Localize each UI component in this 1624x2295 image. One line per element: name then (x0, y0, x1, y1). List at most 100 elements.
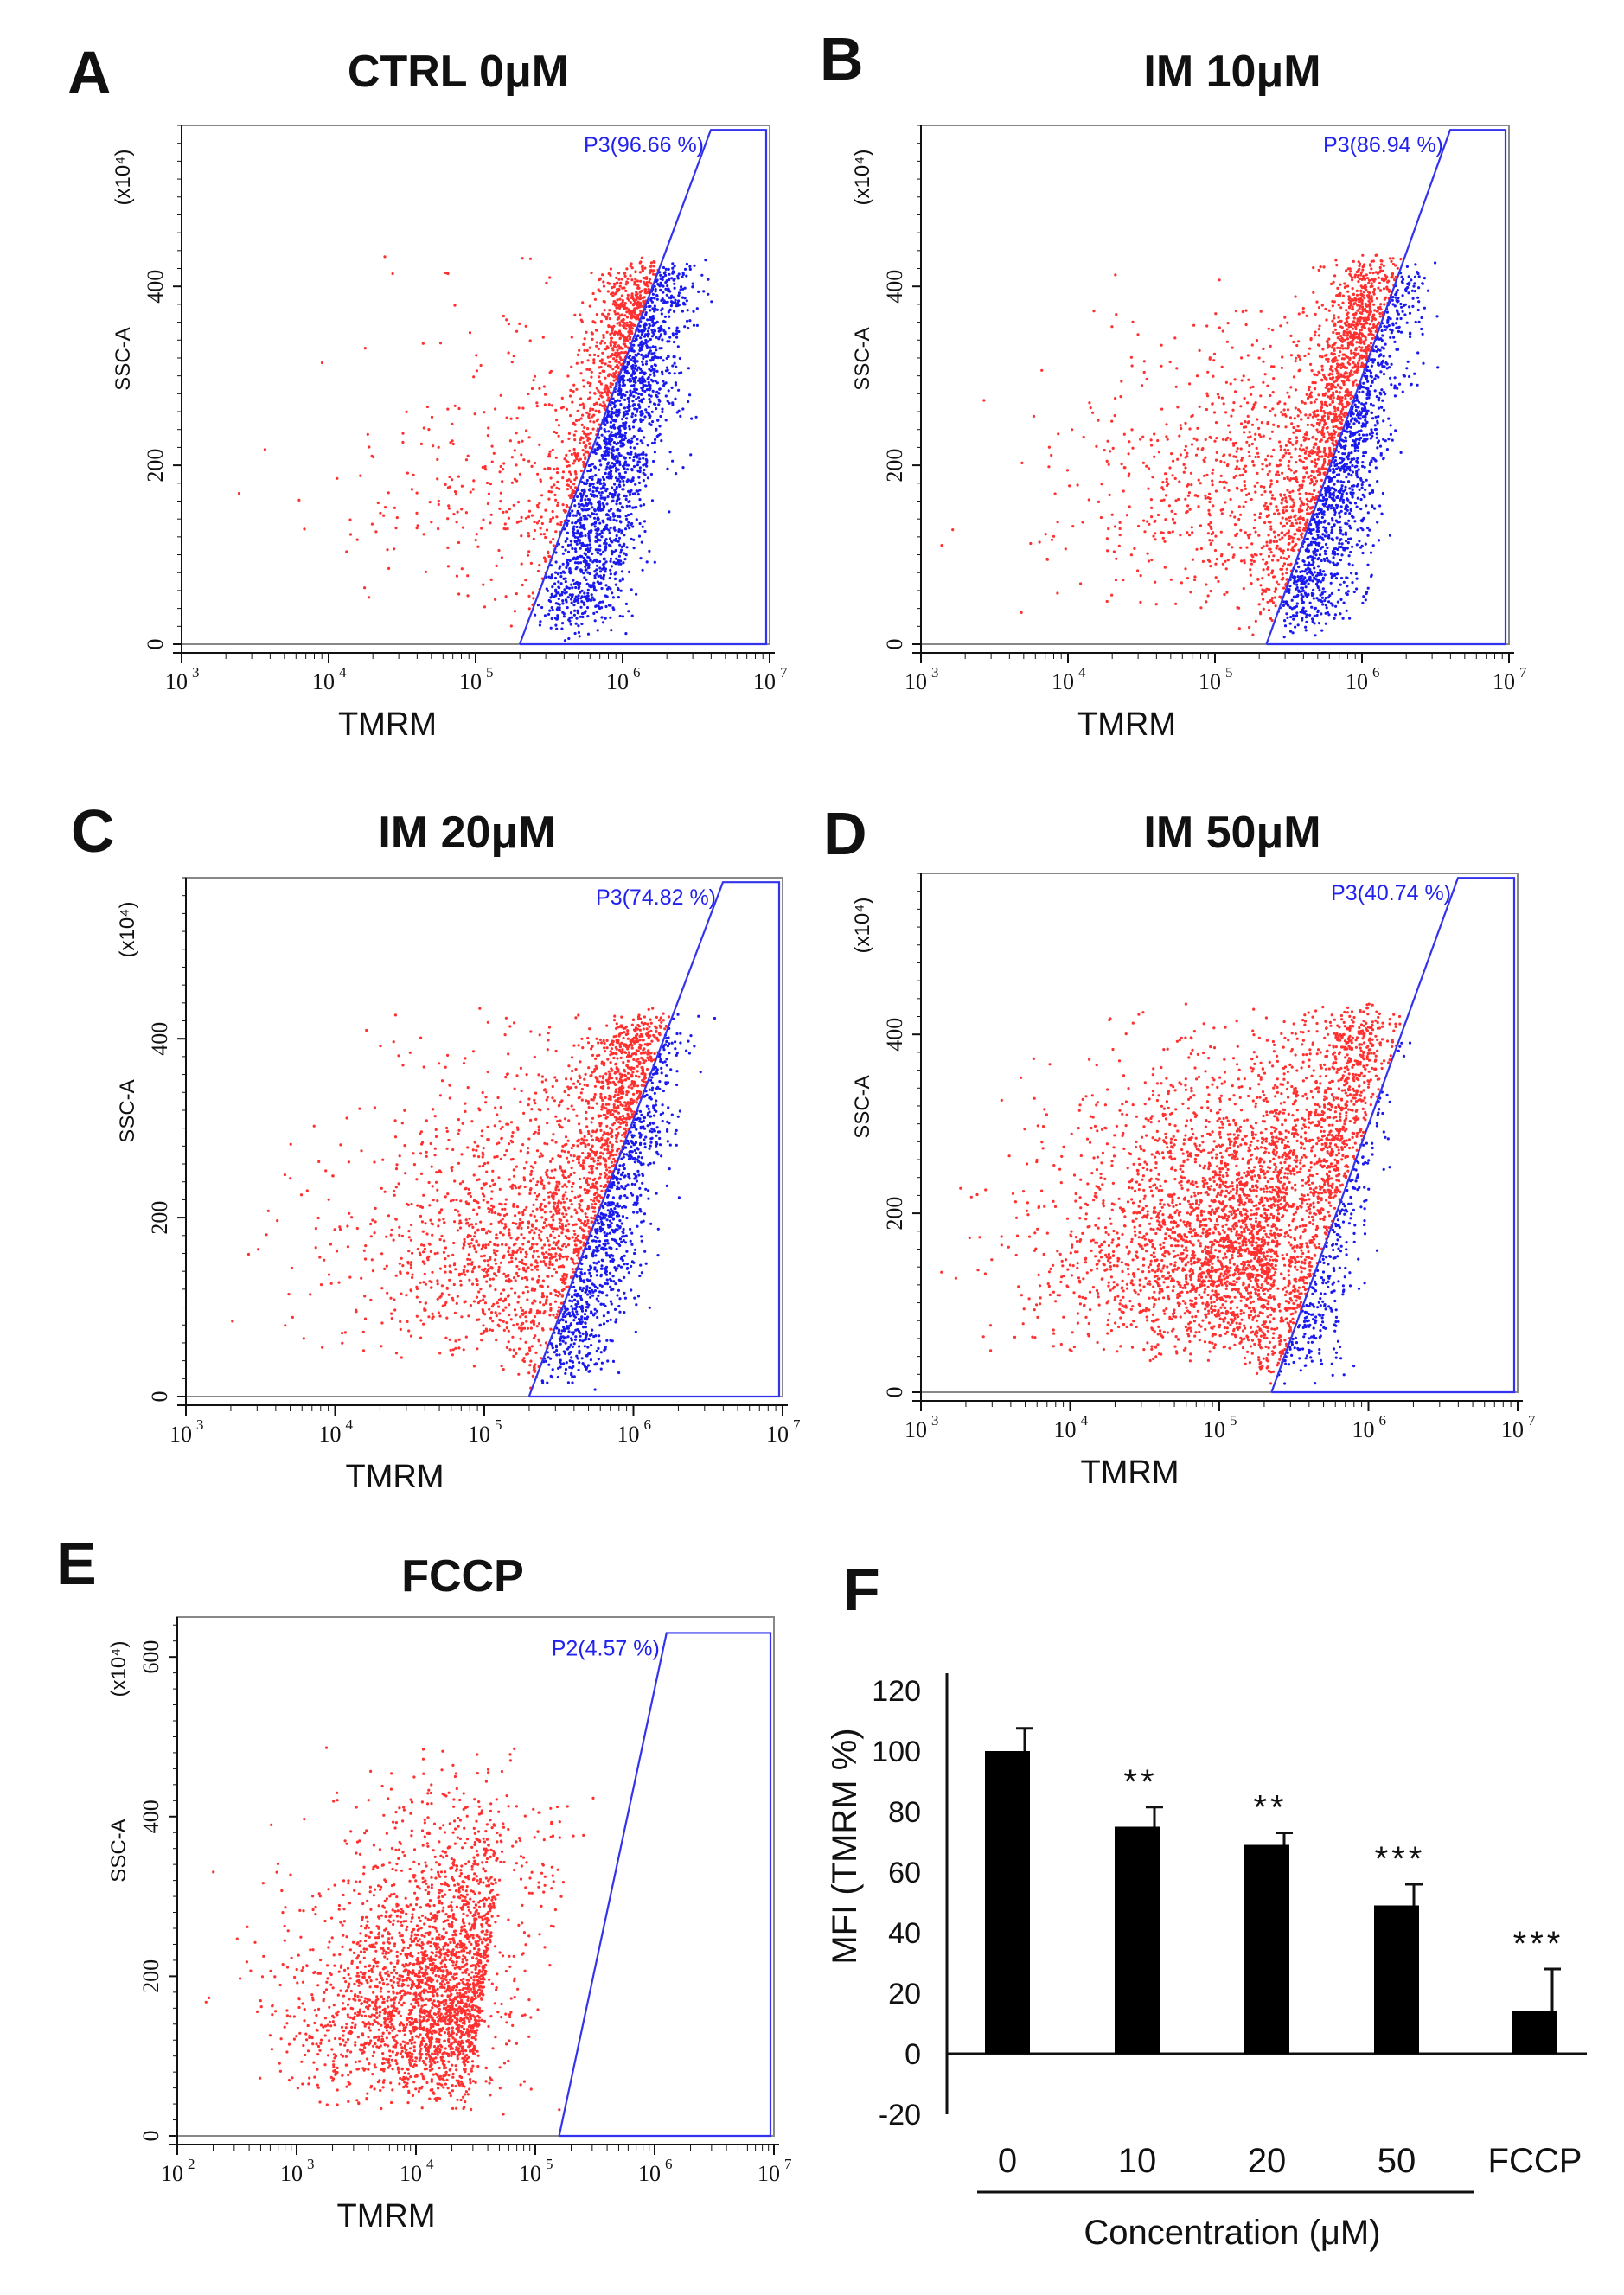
gated-event (613, 483, 617, 486)
gated-event (559, 565, 562, 568)
ungated-event (1293, 515, 1296, 519)
ungated-event (401, 432, 405, 435)
gated-event (622, 483, 626, 487)
ungated-event (597, 288, 600, 291)
x-tick-exponent: 3 (192, 664, 200, 681)
ungated-event (1346, 290, 1350, 293)
ungated-event (1354, 370, 1358, 374)
gated-event (1324, 542, 1328, 547)
gated-event (604, 449, 609, 452)
gate-outline (518, 129, 732, 645)
ungated-event (1356, 270, 1359, 273)
gated-event (574, 550, 578, 553)
gated-event (604, 496, 607, 500)
ungated-event (1366, 317, 1370, 322)
gated-event (1378, 363, 1381, 367)
gated-event (648, 368, 651, 371)
gated-event (671, 270, 675, 273)
gated-event (610, 417, 613, 420)
gated-event (1333, 573, 1337, 578)
gated-event (644, 354, 648, 357)
gated-event (1348, 487, 1352, 490)
ungated-event (623, 339, 626, 342)
ungated-event (1351, 373, 1354, 376)
ungated-event (549, 490, 553, 494)
ungated-event (1373, 309, 1377, 312)
ungated-event (637, 305, 641, 309)
ungated-event (580, 320, 584, 323)
gated-event (1374, 345, 1378, 348)
ungated-event (598, 380, 602, 384)
ungated-event (502, 527, 506, 531)
gated-event (611, 540, 614, 544)
ungated-event (609, 273, 612, 277)
gated-event (571, 521, 574, 525)
ungated-event (588, 396, 591, 400)
ungated-event (624, 289, 628, 292)
ungated-event (489, 483, 493, 486)
ungated-event (1346, 375, 1350, 379)
gated-event (612, 457, 616, 461)
ungated-event (576, 353, 580, 356)
gated-event (695, 307, 699, 310)
gated-event (1423, 277, 1426, 280)
ungated-event (581, 402, 585, 406)
y-tick-label: 200 (143, 449, 168, 483)
ungated-event (513, 477, 517, 481)
ungated-event (554, 530, 558, 534)
ungated-event (1347, 301, 1351, 304)
ungated-event (533, 461, 537, 465)
ungated-event (1338, 391, 1341, 394)
ungated-event (538, 564, 541, 567)
gated-event (598, 574, 603, 578)
gated-event (649, 297, 654, 300)
ungated-event (1340, 396, 1344, 400)
gated-event (1289, 630, 1293, 633)
gated-event (624, 515, 628, 518)
ungated-event (630, 262, 633, 265)
gated-event (640, 410, 643, 413)
gated-event (628, 527, 631, 530)
gated-event (629, 523, 633, 527)
ungated-event (521, 583, 524, 587)
gated-event (583, 611, 586, 615)
gated-event (625, 417, 629, 420)
ungated-event (607, 282, 611, 285)
ungated-event (348, 518, 352, 521)
gated-event (572, 530, 575, 534)
gated-event (604, 538, 608, 541)
ungated-event (606, 290, 610, 293)
gated-event (576, 529, 579, 533)
gated-event (668, 296, 671, 299)
gated-event (1320, 536, 1324, 540)
ungated-event (461, 526, 465, 529)
gated-event (596, 508, 599, 511)
ungated-event (457, 475, 461, 478)
gated-event (632, 383, 636, 387)
ungated-event (1298, 454, 1301, 458)
gated-event (573, 547, 578, 551)
gated-event (1333, 483, 1336, 486)
gated-event (587, 536, 591, 540)
gated-event (1291, 614, 1295, 617)
gated-event (561, 552, 566, 555)
ungated-event (581, 430, 585, 433)
gated-event (1332, 492, 1335, 496)
ungated-event (582, 453, 585, 457)
gated-event (1343, 546, 1346, 550)
gated-event (671, 332, 675, 336)
gated-event (628, 456, 632, 460)
ungated-event (596, 418, 600, 421)
ungated-event (1359, 289, 1363, 292)
ungated-event (1338, 402, 1341, 406)
ungated-event (613, 354, 617, 357)
gated-event (1406, 285, 1410, 290)
gated-event (1365, 387, 1369, 391)
gated-event (1301, 618, 1304, 622)
gated-event (624, 632, 628, 636)
ungated-event (585, 368, 589, 371)
gated-event (631, 412, 635, 416)
ungated-event (573, 452, 577, 456)
gated-event (636, 438, 639, 441)
gated-event (664, 369, 668, 373)
